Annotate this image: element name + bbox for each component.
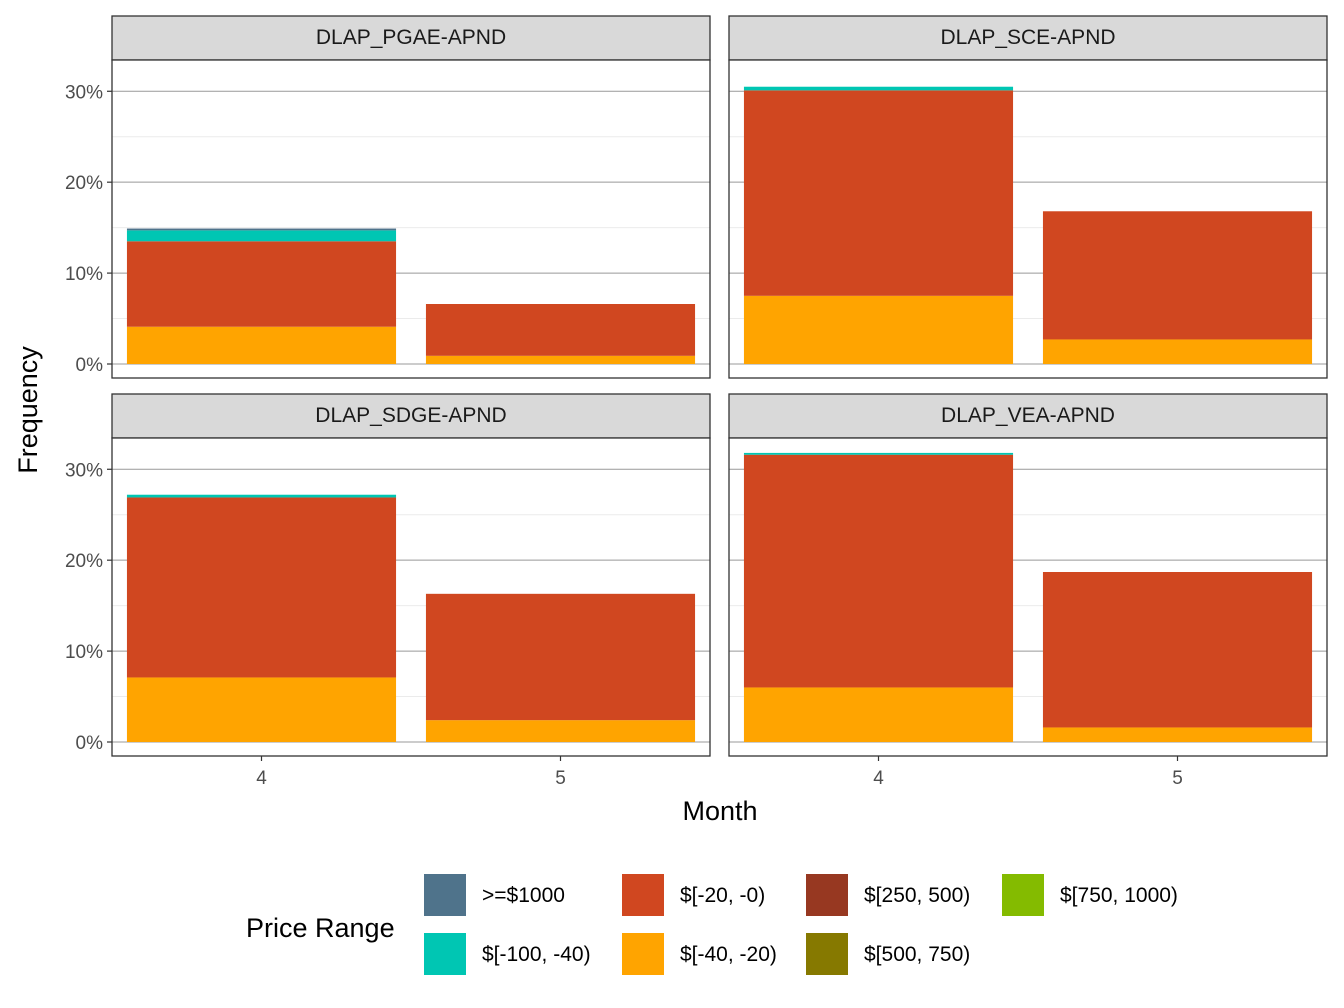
legend: Price Range >=$1000 $[-100, -40) $[-20, -0)…	[246, 874, 1178, 975]
y-tick-label: 0%	[76, 355, 104, 376]
bar-segment	[425, 355, 696, 364]
x-tick-label: 4	[256, 768, 267, 789]
facet-strip-label: DLAP_VEA-APND	[941, 404, 1115, 427]
bar-segment	[126, 326, 397, 364]
bar-segment	[743, 295, 1014, 364]
legend-swatch	[424, 874, 466, 916]
bar-segment	[126, 497, 397, 678]
facet-strip-label: DLAP_SCE-APND	[940, 26, 1115, 49]
bar-segment	[743, 90, 1014, 296]
legend-label: $[500, 750)	[864, 943, 970, 966]
facet-strip-label: DLAP_SDGE-APND	[315, 404, 506, 427]
bar-segment	[743, 452, 1014, 455]
panel-border	[728, 59, 1328, 379]
panel-border	[111, 59, 711, 379]
bar-segment	[1042, 572, 1313, 728]
panel-border	[111, 437, 711, 757]
y-tick-label: 10%	[65, 264, 103, 285]
legend-swatch	[424, 933, 466, 975]
legend-label: $[750, 1000)	[1060, 884, 1178, 907]
bar-segment	[1042, 339, 1313, 364]
legend-swatch	[622, 933, 664, 975]
bar-segment	[743, 687, 1014, 742]
y-tick-label: 20%	[65, 173, 103, 194]
x-tick-label: 4	[873, 768, 884, 789]
x-axis-title: Month	[682, 796, 757, 826]
bar-segment	[126, 677, 397, 742]
facet-panel: DLAP_SDGE-APND 0% 10% 20% 30% 4 5	[65, 393, 711, 789]
bar-segment	[126, 228, 397, 231]
facet-strip-label: DLAP_PGAE-APND	[316, 26, 506, 49]
legend-label: >=$1000	[482, 884, 565, 907]
bar-segment	[425, 720, 696, 742]
facet-panel: DLAP_VEA-APND 4 5	[728, 393, 1328, 789]
facet-strip	[111, 393, 711, 439]
y-tick-label: 30%	[65, 82, 103, 103]
y-tick-label: 20%	[65, 551, 103, 572]
bar-segment	[425, 304, 696, 356]
facet-strip	[728, 15, 1328, 61]
bar-segment	[743, 454, 1014, 688]
facet-strip	[111, 15, 711, 61]
bar-segment	[743, 86, 1014, 91]
legend-swatch	[622, 874, 664, 916]
x-tick-label: 5	[555, 768, 566, 789]
legend-label: $[-100, -40)	[482, 943, 591, 966]
legend-swatch	[806, 933, 848, 975]
y-tick-label: 0%	[76, 733, 104, 754]
y-axis-title: Frequency	[13, 346, 43, 474]
facet-panel: DLAP_SCE-APND	[728, 15, 1328, 379]
bar-segment	[425, 593, 696, 721]
x-tick-label: 5	[1172, 768, 1183, 789]
legend-swatch	[1002, 874, 1044, 916]
facet-strip	[728, 393, 1328, 439]
legend-label: $[-20, -0)	[680, 884, 765, 907]
bar-segment	[126, 241, 397, 327]
legend-swatch	[806, 874, 848, 916]
bar-segment	[1042, 727, 1313, 742]
bar-segment	[126, 494, 397, 498]
legend-label: $[-40, -20)	[680, 943, 777, 966]
panel-border	[728, 437, 1328, 757]
legend-label: $[250, 500)	[864, 884, 970, 907]
legend-title: Price Range	[246, 913, 395, 943]
bar-segment	[126, 230, 397, 242]
bar-segment	[1042, 211, 1313, 340]
facet-panel: DLAP_PGAE-APND 0% 10% 20% 30%	[65, 15, 711, 379]
y-tick-label: 10%	[65, 642, 103, 663]
y-tick-label: 30%	[65, 460, 103, 481]
